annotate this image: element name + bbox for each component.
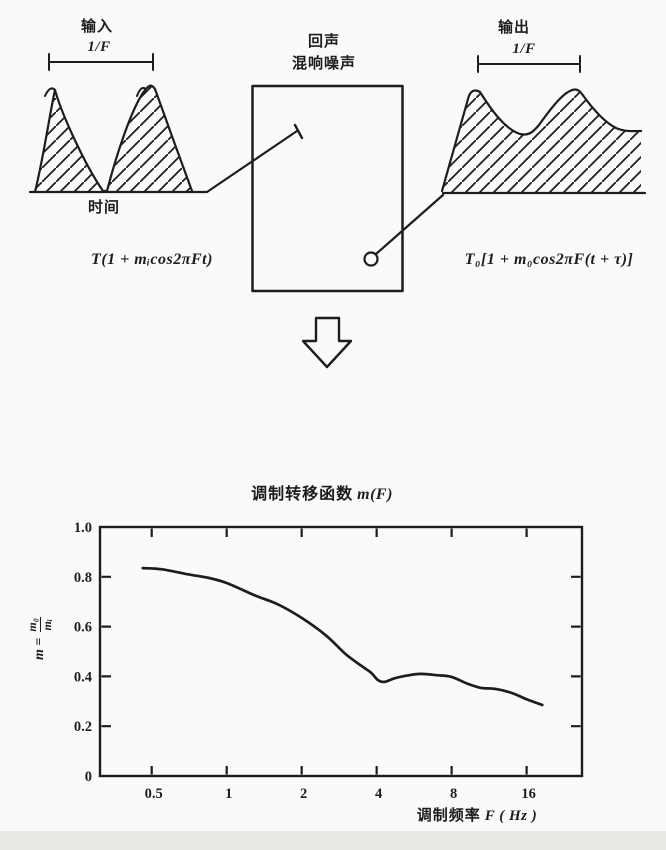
process-box <box>251 84 404 293</box>
top-diagram <box>28 53 647 369</box>
process-box-label-line1: 回声 <box>307 34 341 50</box>
x-tick-label: 2 <box>300 786 307 802</box>
input-label: 输入 <box>80 19 114 35</box>
input-period-label: 1/F <box>87 39 111 55</box>
x-tick-label: 4 <box>375 786 382 802</box>
page-edge-shadow <box>0 831 666 850</box>
x-tick-label: 1 <box>225 786 232 802</box>
output-waveform-fill <box>442 89 641 193</box>
mtf-curve <box>141 566 544 707</box>
down-arrow-icon <box>301 316 353 369</box>
process-box-label-line2: 混响噪声 <box>291 56 357 72</box>
y-axis-label-fraction: m₀ mᵢ <box>24 616 55 634</box>
y-axis-label-prefix: m = <box>32 637 47 660</box>
x-axis-label-cjk: 调制频率 <box>416 808 481 824</box>
y-axis-label-numerator: m₀ <box>24 618 39 632</box>
input-waveform-fill <box>35 85 192 192</box>
x-tick-label: 16 <box>521 786 536 802</box>
lead-line-end-tick <box>293 123 304 140</box>
time-axis-label: 时间 <box>87 200 121 216</box>
input-crest-curls <box>44 86 147 97</box>
x-tick-label: 0.5 <box>145 786 163 802</box>
input-period-bracket <box>48 53 154 71</box>
x-tick-label: 8 <box>450 786 457 802</box>
y-tick-label: 0.2 <box>74 719 92 735</box>
x-axis-label: 调制频率 F ( Hz ) <box>417 806 538 825</box>
output-label: 输出 <box>497 20 531 36</box>
x-axis-label-math: F ( Hz ) <box>484 808 538 824</box>
y-tick-label: 0 <box>85 769 92 785</box>
input-baseline <box>28 129 299 194</box>
y-axis-label: m = m₀ mᵢ <box>14 606 66 670</box>
mtf-chart: 0.5 1 2 4 8 16 0 0.2 0.4 0.6 0.8 1.0 <box>74 520 584 802</box>
output-period-label: 1/F <box>512 41 536 57</box>
probe-circle <box>363 251 379 267</box>
input-formula: T(1 + mᵢcos2πFt) <box>91 251 213 268</box>
chart-title-cjk: 调制转移函数 <box>251 486 354 503</box>
chart-frame <box>98 525 584 778</box>
y-axis-label-denominator: mᵢ <box>39 617 55 633</box>
y-tick-label: 0.8 <box>74 570 92 586</box>
output-waveform-outline <box>440 88 643 193</box>
input-waveform-outline <box>33 84 194 194</box>
y-tick-label: 0.6 <box>74 620 92 636</box>
output-formula: T₀[1 + m₀cos2πF(t + τ)] <box>464 251 634 268</box>
chart-title-math: m(F) <box>357 486 393 503</box>
y-tick-label: 0.4 <box>74 669 92 685</box>
output-lead-line <box>374 193 445 256</box>
chart-title: 调制转移函数 m(F) <box>251 485 393 504</box>
y-tick-label: 1.0 <box>74 520 92 536</box>
output-period-bracket <box>477 55 581 73</box>
